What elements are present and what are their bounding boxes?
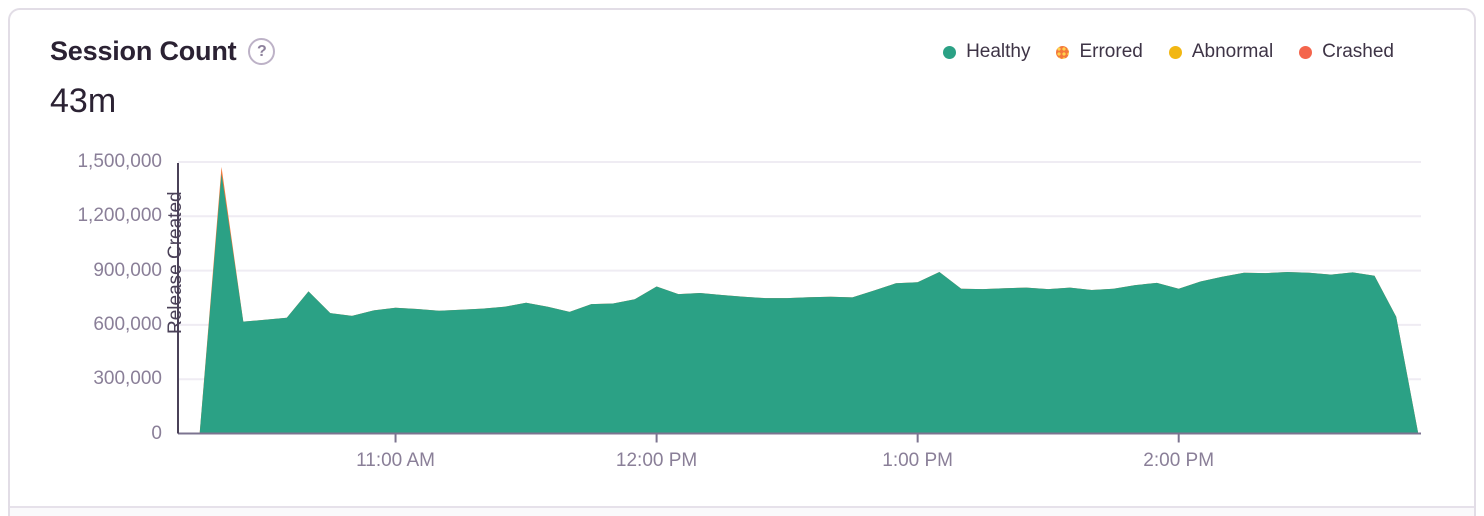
crashed-legend-dot-icon xyxy=(1299,45,1313,59)
y-axis-label: 0 xyxy=(151,422,162,444)
legend-item-crashed[interactable]: Crashed xyxy=(1299,41,1394,63)
release-created-label: Release Created xyxy=(165,191,186,334)
legend-item-errored[interactable]: Errored xyxy=(1056,41,1143,63)
legend-label: Errored xyxy=(1079,41,1143,62)
legend-label: Abnormal xyxy=(1191,41,1274,62)
y-axis-label: 300,000 xyxy=(93,368,162,390)
y-axis-label: 600,000 xyxy=(93,313,162,335)
x-axis-label: 2:00 PM xyxy=(1143,450,1215,471)
help-icon[interactable]: ? xyxy=(248,38,276,65)
healthy-area xyxy=(199,173,1418,434)
legend-label: Crashed xyxy=(1322,41,1394,62)
legend-item-healthy[interactable]: Healthy xyxy=(943,41,1030,63)
page-title: Session Count xyxy=(50,36,237,66)
card-footer xyxy=(10,506,1474,516)
legend-item-abnormal[interactable]: Abnormal xyxy=(1168,41,1274,63)
chart-legend: Healthy Errored Abnormal Crashed xyxy=(943,41,1394,63)
y-axis-label: 1,200,000 xyxy=(77,205,162,227)
healthy-legend-dot-icon xyxy=(943,45,957,59)
card-header: Session Count ? xyxy=(50,36,276,67)
y-axis-label: 1,500,000 xyxy=(77,151,162,172)
abnormal-legend-dot-icon xyxy=(1168,45,1182,59)
legend-label: Healthy xyxy=(966,41,1031,62)
x-axis-label: 1:00 PM xyxy=(882,450,954,471)
errored-legend-dot-icon xyxy=(1056,45,1070,59)
y-axis-label: 900,000 xyxy=(93,259,162,281)
x-axis-label: 12:00 PM xyxy=(615,450,698,471)
session-total-value: 43m xyxy=(50,82,117,120)
x-axis-label: 11:00 AM xyxy=(356,450,435,471)
